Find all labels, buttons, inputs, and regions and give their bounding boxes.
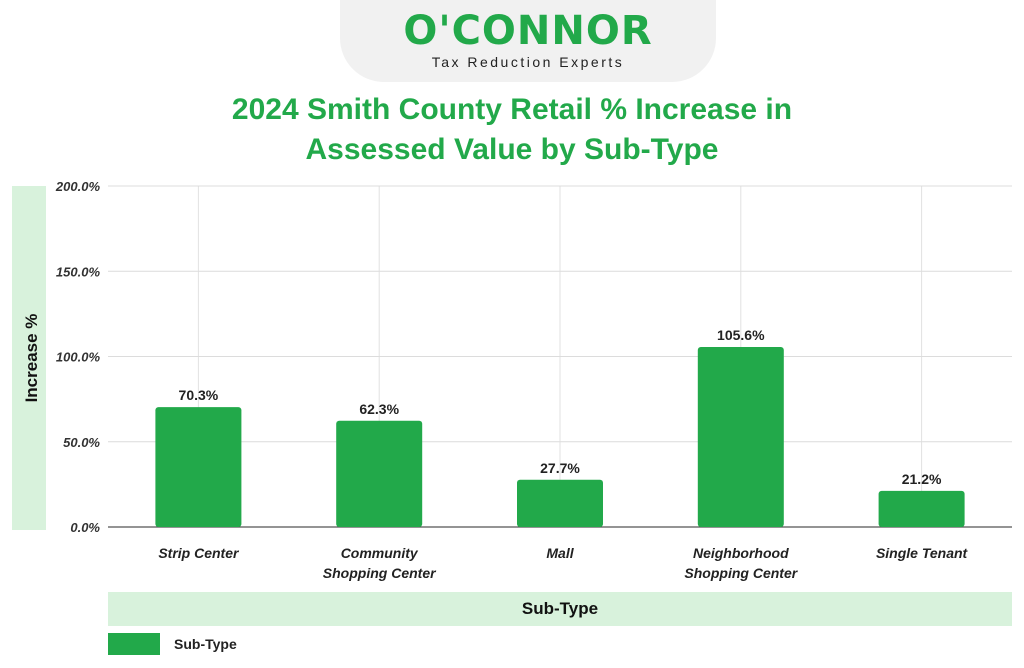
legend-swatch bbox=[108, 633, 160, 655]
bar-3 bbox=[517, 479, 603, 527]
logo-background bbox=[340, 0, 716, 82]
data-label: 21.2% bbox=[902, 471, 942, 487]
x-tick-label: Shopping Center bbox=[323, 565, 437, 581]
data-label: 70.3% bbox=[179, 387, 219, 403]
bar-4 bbox=[697, 346, 784, 527]
x-tick-label: Mall bbox=[546, 545, 574, 561]
y-tick-label: 50.0% bbox=[63, 435, 100, 450]
x-tick-label: Shopping Center bbox=[684, 565, 798, 581]
x-tick-label: Strip Center bbox=[158, 545, 240, 561]
x-tick-label: Neighborhood bbox=[693, 545, 789, 561]
bar-5 bbox=[878, 490, 965, 527]
y-tick-label: 100.0% bbox=[56, 350, 101, 365]
chart-title: 2024 Smith County Retail % Increase in A… bbox=[112, 90, 912, 170]
y-tick-label: 150.0% bbox=[56, 264, 101, 279]
x-axis-label-band bbox=[108, 592, 1012, 626]
chart-title-line-2: Assessed Value by Sub-Type bbox=[305, 133, 719, 166]
bar-1 bbox=[155, 407, 242, 527]
x-axis-label: Sub-Type bbox=[521, 599, 599, 618]
y-tick-label: 0.0% bbox=[70, 520, 100, 535]
data-label: 62.3% bbox=[359, 401, 399, 417]
y-axis-label-band bbox=[12, 186, 46, 530]
data-label: 27.7% bbox=[540, 460, 580, 476]
data-label: 105.6% bbox=[717, 327, 765, 343]
brand-tagline: Tax Reduction Experts bbox=[431, 54, 625, 70]
x-tick-label: Single Tenant bbox=[876, 545, 969, 561]
bar-2 bbox=[336, 420, 423, 527]
brand-logo: O'CONNOR bbox=[403, 8, 653, 54]
x-tick-label: Community bbox=[341, 545, 419, 561]
chart-title-line-1: 2024 Smith County Retail % Increase in bbox=[231, 93, 793, 126]
legend-label: Sub-Type bbox=[174, 636, 237, 652]
y-tick-label: 200.0% bbox=[55, 179, 101, 194]
